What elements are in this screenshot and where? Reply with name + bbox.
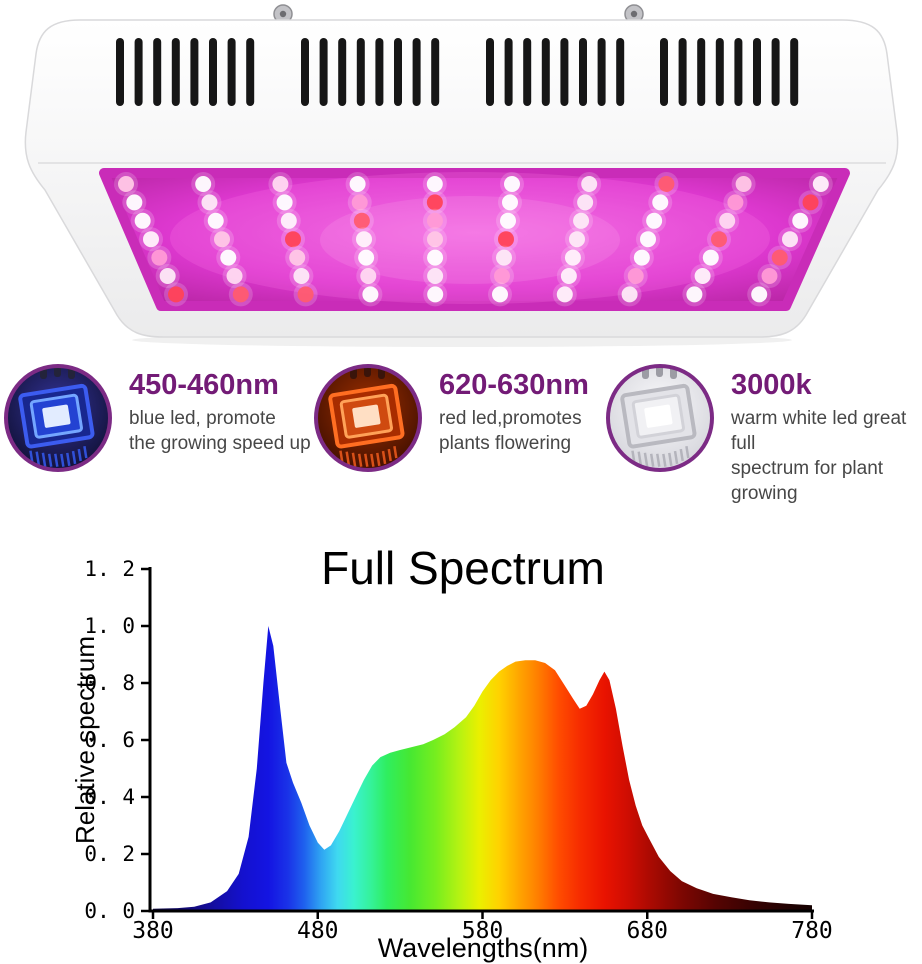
- svg-text:380: 380: [132, 918, 174, 944]
- svg-text:0. 4: 0. 4: [84, 785, 135, 809]
- spectrum-chart: Full Spectrum 380 480 580 680 780 0. 00. 20.…: [70, 542, 833, 963]
- grow-light-photo: [24, 4, 899, 347]
- feature-description-line: warm white led great full: [731, 408, 907, 455]
- feature-heading-red: 620-630nm: [439, 369, 589, 401]
- y-axis-ticks: 0. 0 0. 2 0. 4 0. 6 0. 8 1. 0 1. 2: [84, 557, 150, 923]
- red-led-chip-icon: [314, 364, 422, 472]
- svg-text:580: 580: [462, 918, 504, 944]
- y-axis-label: Relative spectrum: [70, 636, 100, 844]
- svg-text:0. 0: 0. 0: [84, 899, 135, 923]
- x-axis-label: Wavelengths(nm): [378, 933, 589, 963]
- icon-ring: [314, 364, 422, 472]
- svg-text:480: 480: [297, 918, 339, 944]
- feature-description-line: red led,promotes: [439, 408, 582, 430]
- svg-text:0. 2: 0. 2: [84, 842, 135, 866]
- spectrum-area: [153, 626, 812, 911]
- icon-ring: [606, 364, 714, 472]
- svg-text:780: 780: [791, 918, 833, 944]
- icon-ring: [4, 364, 112, 472]
- feature-description-line: blue led, promote: [129, 408, 276, 430]
- panel-glow-center: [320, 196, 620, 284]
- panel-glow: [170, 172, 770, 304]
- vent-slots: [116, 38, 799, 106]
- white-led-chip-icon: [606, 364, 714, 472]
- chart-title: Full Spectrum: [321, 542, 605, 594]
- blue-led-chip-icon: [4, 364, 112, 472]
- led-array: [114, 172, 833, 307]
- feature-blue-led: 450-460nm blue led, promote the growing …: [2, 357, 311, 474]
- svg-text:0. 8: 0. 8: [84, 671, 135, 695]
- svg-text:1. 0: 1. 0: [84, 614, 135, 638]
- feature-heading-blue: 450-460nm: [129, 369, 279, 401]
- feature-red-led: 620-630nm red led,promotes plants flower…: [312, 357, 589, 474]
- svg-text:680: 680: [626, 918, 668, 944]
- feature-description-line: the growing speed up: [129, 433, 311, 455]
- chip-fins: [339, 445, 398, 467]
- chip-fins: [29, 445, 88, 467]
- chip-fins: [631, 445, 690, 467]
- svg-text:0. 6: 0. 6: [84, 728, 135, 752]
- svg-text:1. 2: 1. 2: [84, 557, 135, 581]
- feature-description-line: plants flowering: [439, 433, 572, 455]
- x-axis-ticks: 380 480 580 680 780: [132, 911, 833, 944]
- feature-warm-white-led: 3000k warm white led great full spectrum…: [604, 357, 922, 506]
- feature-heading-warm-white: 3000k: [731, 369, 812, 401]
- feature-description-line: spectrum for plant growing: [731, 457, 884, 504]
